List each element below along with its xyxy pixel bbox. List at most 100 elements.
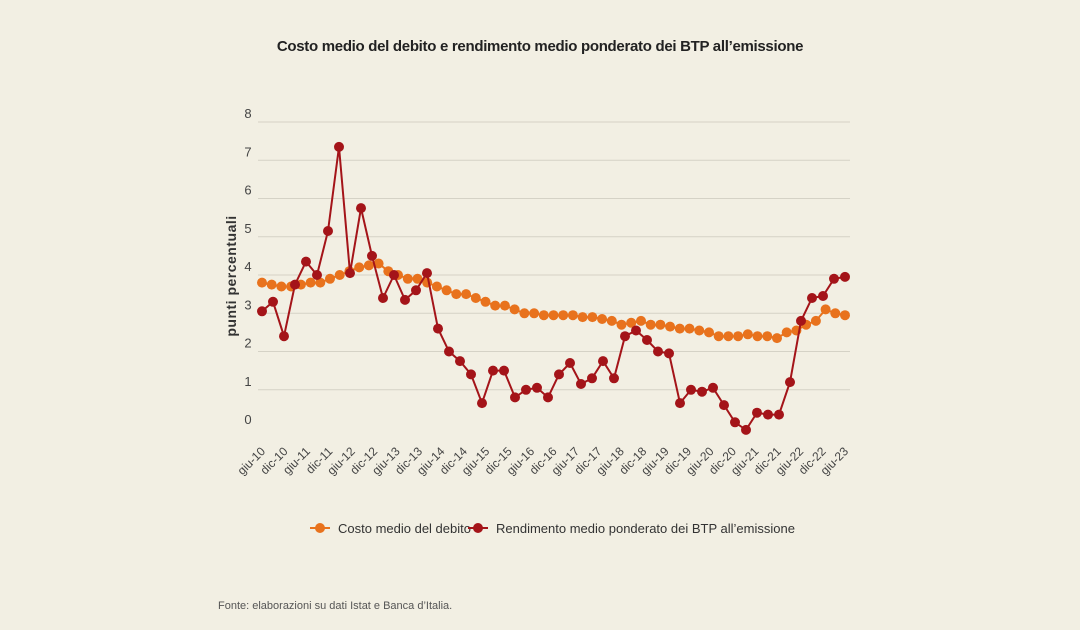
data-point	[279, 331, 289, 342]
grid-lines	[258, 121, 850, 391]
data-point	[470, 293, 481, 303]
data-point	[730, 417, 740, 428]
data-point	[626, 317, 637, 328]
data-point	[733, 331, 744, 342]
data-point	[719, 400, 729, 411]
data-point	[785, 377, 795, 388]
data-point	[752, 331, 763, 342]
data-point	[315, 277, 326, 288]
data-point	[772, 333, 782, 344]
data-point	[829, 273, 839, 284]
data-point	[645, 319, 656, 330]
data-point	[820, 304, 831, 315]
legend-marker-costo	[315, 523, 325, 533]
data-point	[367, 250, 377, 261]
y-tick-label: 6	[244, 183, 251, 198]
data-point	[774, 409, 784, 420]
data-point	[431, 281, 442, 292]
data-point	[577, 312, 588, 323]
data-point	[345, 268, 355, 279]
data-point	[620, 331, 630, 342]
data-point	[796, 315, 806, 326]
data-point	[598, 356, 608, 367]
data-point	[840, 310, 850, 321]
data-point	[312, 270, 322, 280]
data-point	[818, 291, 828, 301]
y-tick-label: 4	[244, 259, 251, 274]
data-point	[334, 141, 344, 152]
data-point	[807, 293, 817, 303]
data-point	[488, 365, 498, 376]
data-point	[840, 271, 850, 282]
data-point	[378, 293, 388, 303]
data-point	[412, 273, 423, 284]
data-point	[519, 308, 530, 319]
data-point	[674, 323, 685, 334]
data-point	[477, 398, 487, 409]
series-line	[261, 146, 846, 432]
data-point	[810, 315, 821, 326]
data-point	[466, 369, 476, 380]
legend-label-costo: Costo medio del debito	[338, 521, 471, 536]
y-tick-label: 5	[244, 221, 251, 236]
data-point	[576, 379, 586, 389]
data-point	[653, 346, 663, 357]
data-point	[400, 294, 410, 305]
y-axis-ticks: 0 1 2 3 4 5 6 7 8	[244, 106, 251, 427]
data-point	[455, 356, 465, 367]
data-point	[325, 273, 335, 284]
data-point	[781, 327, 792, 338]
data-point	[276, 281, 287, 292]
data-point	[665, 321, 676, 332]
data-point	[642, 335, 652, 345]
data-point	[686, 384, 696, 395]
data-point	[694, 325, 705, 336]
data-point	[616, 319, 627, 330]
data-point	[742, 329, 753, 340]
data-point	[422, 268, 432, 279]
data-point	[597, 314, 608, 324]
data-point	[444, 346, 454, 357]
legend: Costo medio del debito Rendimento medio …	[310, 521, 795, 536]
data-point	[631, 325, 641, 336]
data-point	[708, 382, 718, 393]
data-point	[323, 226, 333, 236]
data-point	[354, 262, 365, 273]
source-note: Fonte: elaborazioni su dati Istat e Banc…	[218, 600, 453, 612]
y-axis-label: punti percentuali	[223, 215, 239, 336]
data-point	[441, 285, 452, 296]
data-point	[268, 296, 278, 307]
data-point	[257, 306, 267, 317]
data-point	[741, 424, 751, 435]
legend-marker-rendimento	[473, 523, 483, 533]
data-point	[543, 392, 553, 403]
data-point	[301, 256, 311, 267]
data-point	[558, 310, 569, 321]
data-point	[762, 331, 773, 342]
data-point	[655, 319, 666, 330]
data-point	[411, 285, 421, 296]
data-point	[830, 308, 841, 319]
data-point	[356, 203, 366, 214]
chart-title: Costo medio del debito e rendimento medi…	[276, 38, 804, 55]
data-point	[636, 315, 646, 326]
y-tick-label: 2	[244, 336, 251, 351]
data-point	[521, 384, 531, 395]
series-rendimento-btp	[257, 141, 850, 435]
data-point	[684, 323, 695, 334]
data-point	[609, 373, 619, 384]
x-axis-ticks: giu-10dic-10giu-11dic-11giu-12dic-12giu-…	[235, 444, 852, 478]
data-point	[290, 279, 300, 290]
data-point	[451, 289, 462, 300]
data-point	[373, 258, 384, 269]
y-tick-label: 8	[244, 106, 251, 121]
data-point	[565, 358, 575, 368]
y-tick-label: 0	[244, 412, 251, 427]
data-point	[723, 331, 734, 342]
data-point	[510, 392, 520, 403]
data-point	[704, 327, 714, 338]
data-point	[499, 365, 509, 376]
data-point	[752, 407, 762, 418]
data-point	[548, 310, 559, 321]
